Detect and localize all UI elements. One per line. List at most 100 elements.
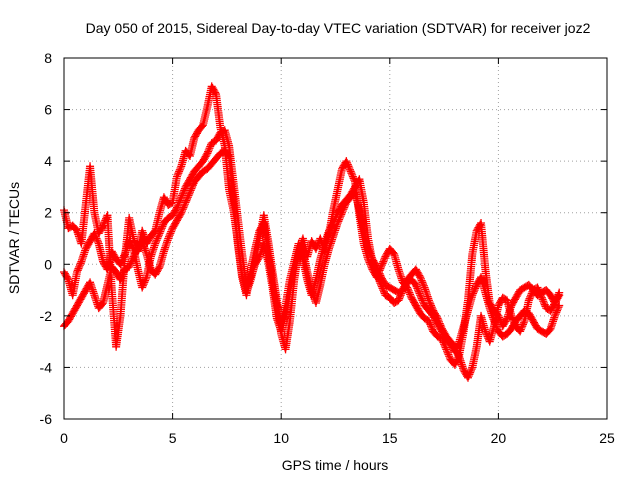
data-point-fill bbox=[518, 322, 527, 331]
data-point-fill bbox=[184, 191, 193, 200]
x-tick-label: 20 bbox=[491, 430, 507, 446]
data-point bbox=[73, 268, 82, 277]
data-point-fill bbox=[183, 194, 192, 203]
data-point-fill bbox=[397, 289, 406, 298]
data-point-fill bbox=[74, 264, 83, 273]
data-point bbox=[411, 280, 420, 289]
data-point-fill bbox=[117, 258, 126, 267]
data-point bbox=[433, 314, 442, 323]
x-tick-label: 5 bbox=[169, 430, 177, 446]
data-point-fill bbox=[444, 350, 453, 359]
data-point-fill bbox=[92, 234, 101, 243]
data-point-fill bbox=[502, 315, 511, 324]
data-point-fill bbox=[188, 182, 197, 191]
data-point-fill bbox=[412, 282, 421, 291]
data-point-fill bbox=[509, 317, 518, 326]
data-point-fill bbox=[73, 266, 82, 275]
data-point-fill bbox=[454, 339, 463, 348]
data-point-fill bbox=[465, 370, 474, 379]
data-point bbox=[550, 311, 559, 320]
x-tick-label: 10 bbox=[273, 430, 289, 446]
series-track-3 bbox=[60, 146, 564, 382]
data-point-fill bbox=[91, 232, 100, 241]
data-point-fill bbox=[180, 200, 189, 209]
data-point-fill bbox=[464, 372, 473, 381]
data-point-fill bbox=[378, 259, 387, 268]
data-point-fill bbox=[534, 286, 543, 295]
data-point-fill bbox=[164, 232, 173, 241]
data-point-fill bbox=[174, 169, 183, 178]
data-point-fill bbox=[380, 287, 389, 296]
data-point bbox=[311, 244, 320, 253]
data-point bbox=[172, 172, 181, 181]
y-tick-label: 4 bbox=[44, 153, 52, 169]
data-point-fill bbox=[470, 286, 479, 295]
data-point-fill bbox=[187, 184, 196, 193]
data-point-fill bbox=[539, 297, 548, 306]
data-point bbox=[329, 219, 338, 228]
data-point-fill bbox=[379, 257, 388, 266]
data-point-fill bbox=[344, 162, 353, 171]
data-point-fill bbox=[434, 316, 443, 325]
data-point bbox=[442, 345, 451, 354]
data-point-fill bbox=[517, 323, 526, 332]
data-point-fill bbox=[343, 158, 352, 167]
data-point-fill bbox=[442, 347, 451, 356]
data-point bbox=[372, 270, 381, 279]
data-point-fill bbox=[175, 167, 184, 176]
data-point-fill bbox=[415, 289, 424, 298]
data-point-fill bbox=[158, 222, 167, 231]
x-tick-label: 0 bbox=[60, 430, 68, 446]
data-point-fill bbox=[141, 274, 150, 283]
data-point-fill bbox=[167, 227, 176, 236]
data-point-fill bbox=[152, 236, 161, 245]
data-point-fill bbox=[345, 164, 354, 173]
data-point bbox=[346, 167, 355, 176]
data-point bbox=[416, 291, 425, 300]
x-tick-labels: 0 5 10 15 20 25 bbox=[60, 430, 615, 446]
data-point-fill bbox=[343, 160, 352, 169]
data-point-fill bbox=[374, 275, 383, 284]
data-point-fill bbox=[401, 279, 410, 288]
y-tick-labels: -6 -4 -2 0 2 4 6 8 bbox=[40, 50, 53, 427]
data-point-fill bbox=[117, 256, 126, 265]
data-point-fill bbox=[204, 147, 213, 156]
data-point-fill bbox=[535, 288, 544, 297]
data-point-fill bbox=[175, 165, 184, 174]
data-point-fill bbox=[156, 227, 165, 236]
data-point-fill bbox=[435, 317, 444, 326]
data-point-fill bbox=[552, 308, 561, 317]
data-point-fill bbox=[347, 169, 356, 178]
data-point bbox=[507, 311, 516, 320]
data-point bbox=[424, 296, 433, 305]
y-axis-label: SDTVAR / TECUs bbox=[6, 182, 22, 294]
data-point-fill bbox=[176, 164, 185, 173]
data-point-fill bbox=[453, 349, 462, 358]
y-tick-label: 0 bbox=[44, 256, 52, 272]
data-point-fill bbox=[416, 292, 425, 301]
data-point-fill bbox=[427, 322, 436, 331]
data-point-fill bbox=[443, 348, 452, 357]
data-point-fill bbox=[349, 174, 358, 183]
data-point-fill bbox=[125, 261, 134, 270]
chart-title: Day 050 of 2015, Sidereal Day-to-day VTE… bbox=[86, 20, 591, 36]
data-point-fill bbox=[441, 343, 450, 352]
data-point bbox=[138, 283, 147, 292]
data-point bbox=[155, 229, 164, 238]
x-tick-label: 25 bbox=[599, 430, 615, 446]
data-point-fill bbox=[75, 262, 84, 271]
data-point-fill bbox=[417, 276, 426, 285]
data-point-fill bbox=[165, 231, 174, 240]
data-point-fill bbox=[153, 234, 162, 243]
data-point-fill bbox=[375, 277, 384, 286]
data-point-fill bbox=[312, 243, 321, 252]
data-point-fill bbox=[454, 351, 463, 360]
data-point-fill bbox=[406, 290, 415, 299]
data-point-fill bbox=[141, 276, 150, 285]
x-axis-label: GPS time / hours bbox=[282, 457, 389, 473]
data-point-fill bbox=[526, 291, 535, 300]
data-point-fill bbox=[551, 310, 560, 319]
data-point-fill bbox=[157, 225, 166, 234]
data-point bbox=[450, 342, 459, 351]
data-point bbox=[481, 327, 490, 336]
